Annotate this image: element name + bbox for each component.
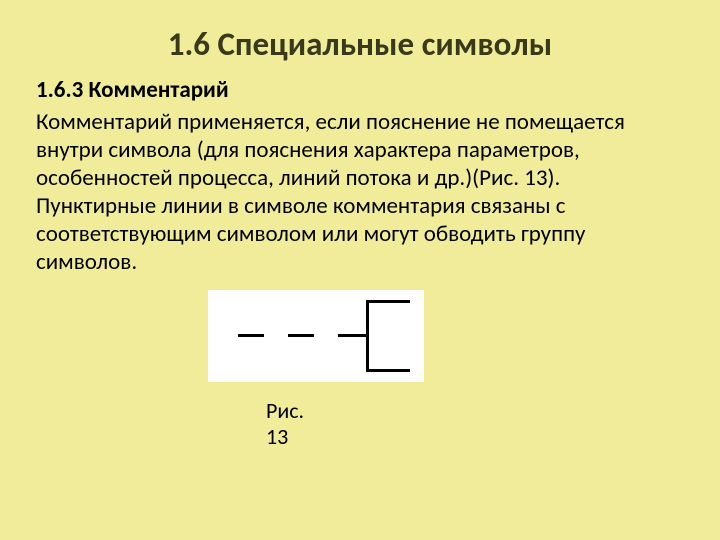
diagram-container xyxy=(208,290,684,382)
bracket-top xyxy=(366,300,410,303)
figure-caption: Рис. 13 xyxy=(266,398,326,449)
comment-symbol-diagram xyxy=(208,290,424,382)
bracket-bottom xyxy=(366,369,410,372)
dash-segment xyxy=(238,334,264,337)
dash-segment xyxy=(288,334,314,337)
dash-segment xyxy=(338,334,366,337)
subsection-title: 1.6.3 Комментарий xyxy=(36,76,684,104)
section-title: 1.6 Специальные символы xyxy=(36,24,684,64)
body-paragraph: Комментарий применяется, если пояснение … xyxy=(36,108,684,276)
bracket-vertical xyxy=(366,300,369,372)
